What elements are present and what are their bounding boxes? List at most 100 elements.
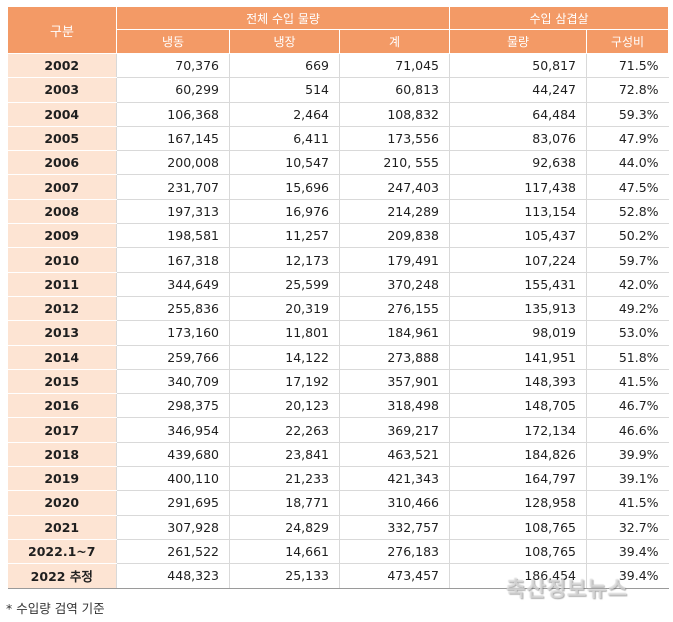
- volume-cell: 135,913: [449, 296, 587, 322]
- header-chilled: 냉장: [229, 29, 340, 54]
- year-cell: 2007: [7, 174, 117, 200]
- table-row: 2018 439,680 23,841 463,521 184,826 39.9%: [7, 442, 669, 468]
- header-group-pork-belly: 수입 삼겹살: [449, 6, 670, 30]
- frozen-cell: 291,695: [116, 490, 230, 516]
- frozen-cell: 70,376: [116, 53, 230, 79]
- chilled-cell: 669: [229, 53, 340, 79]
- share-cell: 49.2%: [586, 296, 669, 322]
- share-cell: 47.5%: [586, 174, 669, 200]
- volume-cell: 108,765: [449, 515, 587, 540]
- year-cell: 2014: [7, 345, 117, 370]
- chilled-cell: 25,133: [229, 563, 340, 589]
- volume-cell: 186,454: [449, 563, 587, 589]
- volume-cell: 108,765: [449, 539, 587, 565]
- volume-cell: 164,797: [449, 466, 587, 492]
- frozen-cell: 448,323: [116, 563, 230, 589]
- chilled-cell: 12,173: [229, 247, 340, 273]
- chilled-cell: 20,319: [229, 296, 340, 322]
- volume-cell: 148,393: [449, 369, 587, 395]
- total-cell: 276,155: [338, 296, 450, 322]
- share-cell: 39.4%: [586, 539, 669, 565]
- volume-cell: 107,224: [449, 247, 587, 273]
- table-row: 2016 298,375 20,123 318,498 148,705 46.7%: [7, 393, 669, 419]
- share-cell: 39.1%: [586, 466, 669, 492]
- table-row: 2005 167,145 6,411 173,556 83,076 47.9%: [7, 126, 669, 152]
- frozen-cell: 255,836: [116, 296, 230, 322]
- total-cell: 60,813: [338, 77, 450, 103]
- chilled-cell: 21,233: [229, 466, 340, 492]
- frozen-cell: 340,709: [116, 369, 230, 395]
- frozen-cell: 346,954: [116, 417, 230, 443]
- header-volume: 물량: [449, 29, 588, 54]
- table-body: 2002 70,376 669 71,045 50,817 71.5% 2003 60,299…: [7, 53, 669, 589]
- volume-cell: 92,638: [449, 150, 587, 176]
- total-cell: 276,183: [338, 539, 450, 565]
- chilled-cell: 24,829: [229, 515, 340, 540]
- header-group-total-imports: 전체 수입 물량: [115, 6, 451, 30]
- share-cell: 50.2%: [586, 223, 669, 249]
- total-cell: 310,466: [338, 490, 450, 516]
- table-row: 2022.1~7 261,522 14,661 276,183 108,765 39.4%: [7, 539, 669, 565]
- frozen-cell: 400,110: [116, 466, 230, 492]
- total-cell: 421,343: [338, 466, 450, 492]
- table-header: 구분 전체 수입 물량 수입 삼겹살 냉동 냉장 계 물량 구성비: [7, 6, 670, 54]
- table-row: 2022 추정 448,323 25,133 473,457 186,454 39.4%: [7, 563, 669, 589]
- chilled-cell: 16,976: [229, 199, 340, 225]
- chilled-cell: 6,411: [229, 126, 340, 152]
- total-cell: 369,217: [338, 417, 450, 443]
- total-cell: 332,757: [338, 515, 450, 540]
- year-cell: 2018: [7, 442, 117, 468]
- chilled-cell: 14,122: [229, 345, 340, 370]
- total-cell: 108,832: [338, 102, 450, 127]
- volume-cell: 148,705: [449, 393, 587, 419]
- table-row: 2010 167,318 12,173 179,491 107,224 59.7%: [7, 247, 669, 273]
- share-cell: 41.5%: [586, 369, 669, 395]
- share-cell: 51.8%: [586, 345, 669, 370]
- volume-cell: 98,019: [449, 320, 587, 346]
- year-cell: 2016: [7, 393, 117, 419]
- year-cell: 2015: [7, 369, 117, 395]
- total-cell: 173,556: [338, 126, 450, 152]
- table-row: 2006 200,008 10,547 210, 555 92,638 44.0%: [7, 150, 669, 176]
- year-cell: 2002: [7, 53, 117, 79]
- frozen-cell: 200,008: [116, 150, 230, 176]
- header-category: 구분: [7, 6, 117, 54]
- chilled-cell: 25,599: [229, 272, 340, 297]
- frozen-cell: 439,680: [116, 442, 230, 468]
- chilled-cell: 2,464: [229, 102, 340, 127]
- frozen-cell: 259,766: [116, 345, 230, 370]
- year-cell: 2005: [7, 126, 117, 152]
- chilled-cell: 514: [229, 77, 340, 103]
- frozen-cell: 173,160: [116, 320, 230, 346]
- chilled-cell: 18,771: [229, 490, 340, 516]
- table-row: 2015 340,709 17,192 357,901 148,393 41.5%: [7, 369, 669, 395]
- volume-cell: 113,154: [449, 199, 587, 225]
- table-row: 2003 60,299 514 60,813 44,247 72.8%: [7, 77, 669, 103]
- total-cell: 71,045: [338, 53, 450, 79]
- share-cell: 53.0%: [586, 320, 669, 346]
- total-cell: 357,901: [338, 369, 450, 395]
- total-cell: 247,403: [338, 174, 450, 200]
- share-cell: 39.4%: [586, 563, 669, 589]
- chilled-cell: 11,801: [229, 320, 340, 346]
- total-cell: 214,289: [338, 199, 450, 225]
- table-row: 2007 231,707 15,696 247,403 117,438 47.5%: [7, 174, 669, 200]
- watermark-logo: 축산정보뉴스: [506, 577, 628, 601]
- table-row: 2002 70,376 669 71,045 50,817 71.5%: [7, 53, 669, 79]
- table-row: 2020 291,695 18,771 310,466 128,958 41.5%: [7, 490, 669, 516]
- volume-cell: 64,484: [449, 102, 587, 127]
- table-row: 2012 255,836 20,319 276,155 135,913 49.2%: [7, 296, 669, 322]
- frozen-cell: 106,368: [116, 102, 230, 127]
- table-row: 2019 400,110 21,233 421,343 164,797 39.1%: [7, 466, 669, 492]
- frozen-cell: 60,299: [116, 77, 230, 103]
- share-cell: 59.7%: [586, 247, 669, 273]
- year-cell: 2011: [7, 272, 117, 297]
- pork-import-table: 구분 전체 수입 물량 수입 삼겹살 냉동 냉장 계 물량 구성비 2002 70…: [7, 6, 670, 589]
- chilled-cell: 23,841: [229, 442, 340, 468]
- volume-cell: 44,247: [449, 77, 587, 103]
- table-row: 2017 346,954 22,263 369,217 172,134 46.6%: [7, 417, 669, 443]
- volume-cell: 128,958: [449, 490, 587, 516]
- year-cell: 2013: [7, 320, 117, 346]
- total-cell: 370,248: [338, 272, 450, 297]
- volume-cell: 50,817: [449, 53, 587, 79]
